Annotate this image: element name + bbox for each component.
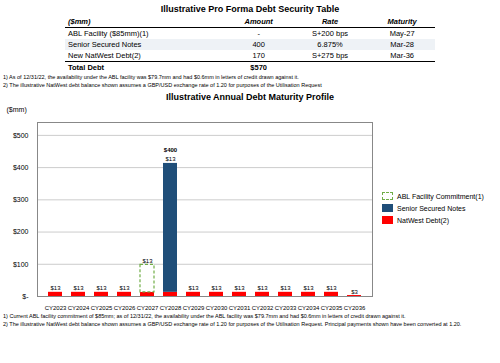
html-text:400: 400 <box>252 40 265 49</box>
svg-text:CY2035: CY2035 <box>321 305 343 311</box>
html-text:$570: $570 <box>250 63 267 72</box>
html-text:($mm): ($mm) <box>68 17 91 26</box>
svg-text:$13: $13 <box>142 258 153 264</box>
svg-text:CY2033: CY2033 <box>275 305 297 311</box>
html-text:ABL Facility Commitment(1): ABL Facility Commitment(1) <box>397 192 484 200</box>
svg-text:CY2029: CY2029 <box>183 305 205 311</box>
html-text:ABL Facility ($85mm)(1): ABL Facility ($85mm)(1) <box>68 29 149 38</box>
svg-text:$-: $- <box>22 293 29 300</box>
html-text:1) Current ABL facility commit: 1) Current ABL facility commitment of $8… <box>3 313 406 319</box>
html-text:Illustrative Annual Debt Matur: Illustrative Annual Debt Maturity Profil… <box>165 92 335 102</box>
svg-text:$300: $300 <box>13 196 29 203</box>
svg-text:$13: $13 <box>96 285 107 291</box>
svg-text:$13: $13 <box>50 285 61 291</box>
svg-text:CY2025: CY2025 <box>91 305 113 311</box>
html-text:NatWest Debt(2): NatWest Debt(2) <box>397 216 449 224</box>
html-text:2) The illustrative NatWest de: 2) The illustrative NatWest debt balance… <box>3 82 322 88</box>
html-text:Maturity: Maturity <box>387 17 417 26</box>
svg-text:CY2031: CY2031 <box>229 305 251 311</box>
svg-text:$13: $13 <box>211 285 222 291</box>
svg-text:CY2026: CY2026 <box>114 305 136 311</box>
svg-text:$13: $13 <box>165 156 176 162</box>
svg-text:$400: $400 <box>13 164 29 171</box>
svg-text:CY2027: CY2027 <box>137 305 159 311</box>
svg-text:CY2030: CY2030 <box>206 305 228 311</box>
html-text:Senior Secured Notes: Senior Secured Notes <box>68 40 142 49</box>
svg-text:$500: $500 <box>13 132 29 139</box>
html-text:Rate: Rate <box>321 17 339 26</box>
html-text:Amount: Amount <box>244 17 273 26</box>
html-text:Illustrative Pro Forma Debt Se: Illustrative Pro Forma Debt Security Tab… <box>160 4 340 14</box>
html-text:1) As of 12/31/22, the availab: 1) As of 12/31/22, the availability unde… <box>3 74 299 80</box>
html-text:New NatWest Debt(2): New NatWest Debt(2) <box>68 51 141 60</box>
html-text:Mar-36: Mar-36 <box>390 51 414 60</box>
svg-text:$100: $100 <box>13 261 29 268</box>
html-text:Mar-28: Mar-28 <box>390 40 414 49</box>
svg-text:$3: $3 <box>351 289 358 295</box>
html-text:170: 170 <box>252 51 265 60</box>
svg-text:$400: $400 <box>164 147 178 153</box>
html-text:S+275 bps: S+275 bps <box>312 51 349 60</box>
html-text:May-27: May-27 <box>389 29 415 38</box>
svg-text:CY2034: CY2034 <box>298 305 320 311</box>
svg-text:$13: $13 <box>303 285 314 291</box>
svg-text:CY2036: CY2036 <box>344 305 366 311</box>
svg-text:$13: $13 <box>234 285 245 291</box>
html-text:S+200 bps: S+200 bps <box>312 29 349 38</box>
svg-text:$13: $13 <box>280 285 291 291</box>
html-text:2) The illustrative NatWest de: 2) The illustrative NatWest debt balance… <box>3 321 462 327</box>
svg-text:CY2032: CY2032 <box>252 305 274 311</box>
svg-text:CY2028: CY2028 <box>160 305 182 311</box>
svg-text:CY2024: CY2024 <box>68 305 90 311</box>
svg-text:$200: $200 <box>13 228 29 235</box>
svg-text:$13: $13 <box>257 285 268 291</box>
html-text:Total Debt: Total Debt <box>68 63 105 72</box>
html-text:6.875%: 6.875% <box>317 40 343 49</box>
html-text:Senior Secured Notes: Senior Secured Notes <box>397 204 466 212</box>
svg-text:$13: $13 <box>188 285 199 291</box>
svg-text:CY2023: CY2023 <box>45 305 67 311</box>
svg-text:$13: $13 <box>73 285 84 291</box>
svg-text:$13: $13 <box>326 285 337 291</box>
svg-text:($mm): ($mm) <box>7 106 27 114</box>
svg-text:$13: $13 <box>119 285 130 291</box>
